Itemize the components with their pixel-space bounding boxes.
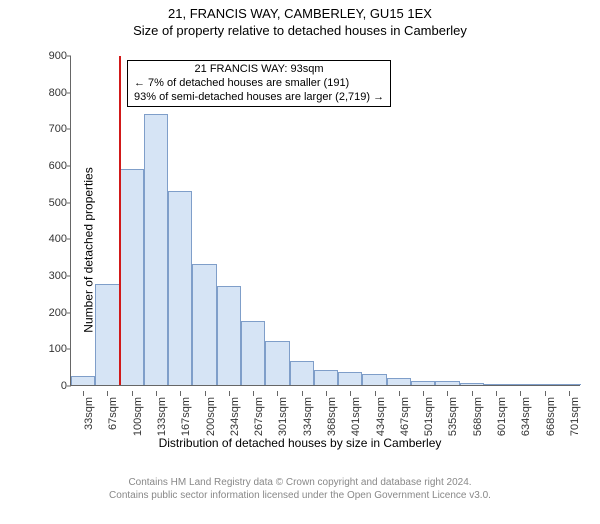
- y-tick-mark: [67, 129, 71, 130]
- x-tick-mark: [520, 391, 521, 396]
- histogram-bar: [532, 384, 556, 385]
- page-title-line1: 21, FRANCIS WAY, CAMBERLEY, GU15 1EX: [0, 6, 600, 21]
- x-tick-label: 167sqm: [180, 397, 192, 436]
- x-tick-mark: [375, 391, 376, 396]
- y-tick-label: 100: [31, 343, 67, 355]
- x-tick-label: 568sqm: [472, 397, 484, 436]
- x-tick-label: 133sqm: [156, 397, 168, 436]
- x-tick-mark: [107, 391, 108, 396]
- histogram-bar: [192, 264, 216, 385]
- y-tick-mark: [67, 56, 71, 57]
- histogram-bar: [241, 321, 265, 385]
- histogram-chart: Number of detached properties 0100200300…: [10, 50, 590, 450]
- x-tick-mark: [302, 391, 303, 396]
- x-tick-mark: [496, 391, 497, 396]
- y-tick-label: 300: [31, 270, 67, 282]
- x-tick-label: 634sqm: [520, 397, 532, 436]
- x-tick-label: 67sqm: [107, 397, 119, 430]
- x-tick-label: 434sqm: [375, 397, 387, 436]
- histogram-bar: [387, 378, 411, 385]
- annotation-line: 21 FRANCIS WAY: 93sqm: [134, 63, 384, 77]
- x-tick-mark: [569, 391, 570, 396]
- histogram-bar: [71, 376, 95, 385]
- x-tick-mark: [132, 391, 133, 396]
- x-tick-mark: [83, 391, 84, 396]
- x-tick-mark: [277, 391, 278, 396]
- y-tick-label: 900: [31, 50, 67, 62]
- y-tick-mark: [67, 386, 71, 387]
- x-tick-label: 267sqm: [253, 397, 265, 436]
- x-tick-label: 401sqm: [350, 397, 362, 436]
- x-tick-label: 535sqm: [447, 397, 459, 436]
- x-tick-label: 100sqm: [132, 397, 144, 436]
- x-tick-mark: [156, 391, 157, 396]
- histogram-bar: [95, 284, 119, 385]
- x-tick-mark: [326, 391, 327, 396]
- x-tick-mark: [229, 391, 230, 396]
- x-tick-label: 234sqm: [229, 397, 241, 436]
- y-tick-label: 200: [31, 307, 67, 319]
- y-tick-label: 700: [31, 123, 67, 135]
- plot-area: 010020030040050060070080090033sqm67sqm10…: [70, 56, 580, 386]
- histogram-bar: [484, 384, 508, 385]
- footer-line1: Contains HM Land Registry data © Crown c…: [0, 476, 600, 489]
- footer-attribution: Contains HM Land Registry data © Crown c…: [0, 476, 600, 502]
- annotation-line: 93% of semi-detached houses are larger (…: [134, 91, 384, 105]
- property-size-marker-line: [119, 56, 121, 385]
- histogram-bar: [435, 381, 459, 385]
- x-tick-label: 601sqm: [496, 397, 508, 436]
- x-tick-mark: [180, 391, 181, 396]
- histogram-bar: [168, 191, 192, 385]
- annotation-line: ← 7% of detached houses are smaller (191…: [134, 77, 384, 91]
- y-tick-label: 400: [31, 233, 67, 245]
- x-tick-label: 668sqm: [545, 397, 557, 436]
- y-tick-label: 600: [31, 160, 67, 172]
- histogram-bar: [362, 374, 386, 385]
- x-tick-mark: [253, 391, 254, 396]
- y-tick-label: 500: [31, 197, 67, 209]
- x-tick-mark: [545, 391, 546, 396]
- y-tick-mark: [67, 166, 71, 167]
- annotation-box: 21 FRANCIS WAY: 93sqm← 7% of detached ho…: [127, 60, 391, 107]
- histogram-bar: [217, 286, 241, 385]
- x-tick-label: 334sqm: [302, 397, 314, 436]
- x-tick-label: 701sqm: [569, 397, 581, 436]
- x-tick-label: 467sqm: [399, 397, 411, 436]
- x-tick-mark: [447, 391, 448, 396]
- y-tick-mark: [67, 312, 71, 313]
- x-tick-label: 200sqm: [205, 397, 217, 436]
- histogram-bar: [144, 114, 168, 385]
- y-tick-label: 0: [31, 380, 67, 392]
- x-tick-mark: [205, 391, 206, 396]
- x-tick-label: 301sqm: [277, 397, 289, 436]
- y-tick-label: 800: [31, 87, 67, 99]
- histogram-bar: [460, 383, 484, 385]
- x-tick-label: 368sqm: [326, 397, 338, 436]
- histogram-bar: [338, 372, 362, 385]
- y-tick-mark: [67, 276, 71, 277]
- y-tick-mark: [67, 349, 71, 350]
- x-tick-label: 501sqm: [423, 397, 435, 436]
- histogram-bar: [508, 384, 532, 385]
- page-title-line2: Size of property relative to detached ho…: [0, 23, 600, 38]
- footer-line2: Contains public sector information licen…: [0, 489, 600, 502]
- y-tick-mark: [67, 239, 71, 240]
- x-tick-label: 33sqm: [83, 397, 95, 430]
- y-tick-mark: [67, 92, 71, 93]
- histogram-bar: [120, 169, 144, 385]
- x-tick-mark: [350, 391, 351, 396]
- x-tick-mark: [423, 391, 424, 396]
- y-tick-mark: [67, 202, 71, 203]
- histogram-bar: [411, 381, 435, 385]
- histogram-bar: [314, 370, 338, 385]
- histogram-bar: [557, 384, 581, 385]
- x-tick-mark: [472, 391, 473, 396]
- histogram-bar: [290, 361, 314, 385]
- x-tick-mark: [399, 391, 400, 396]
- histogram-bar: [265, 341, 289, 385]
